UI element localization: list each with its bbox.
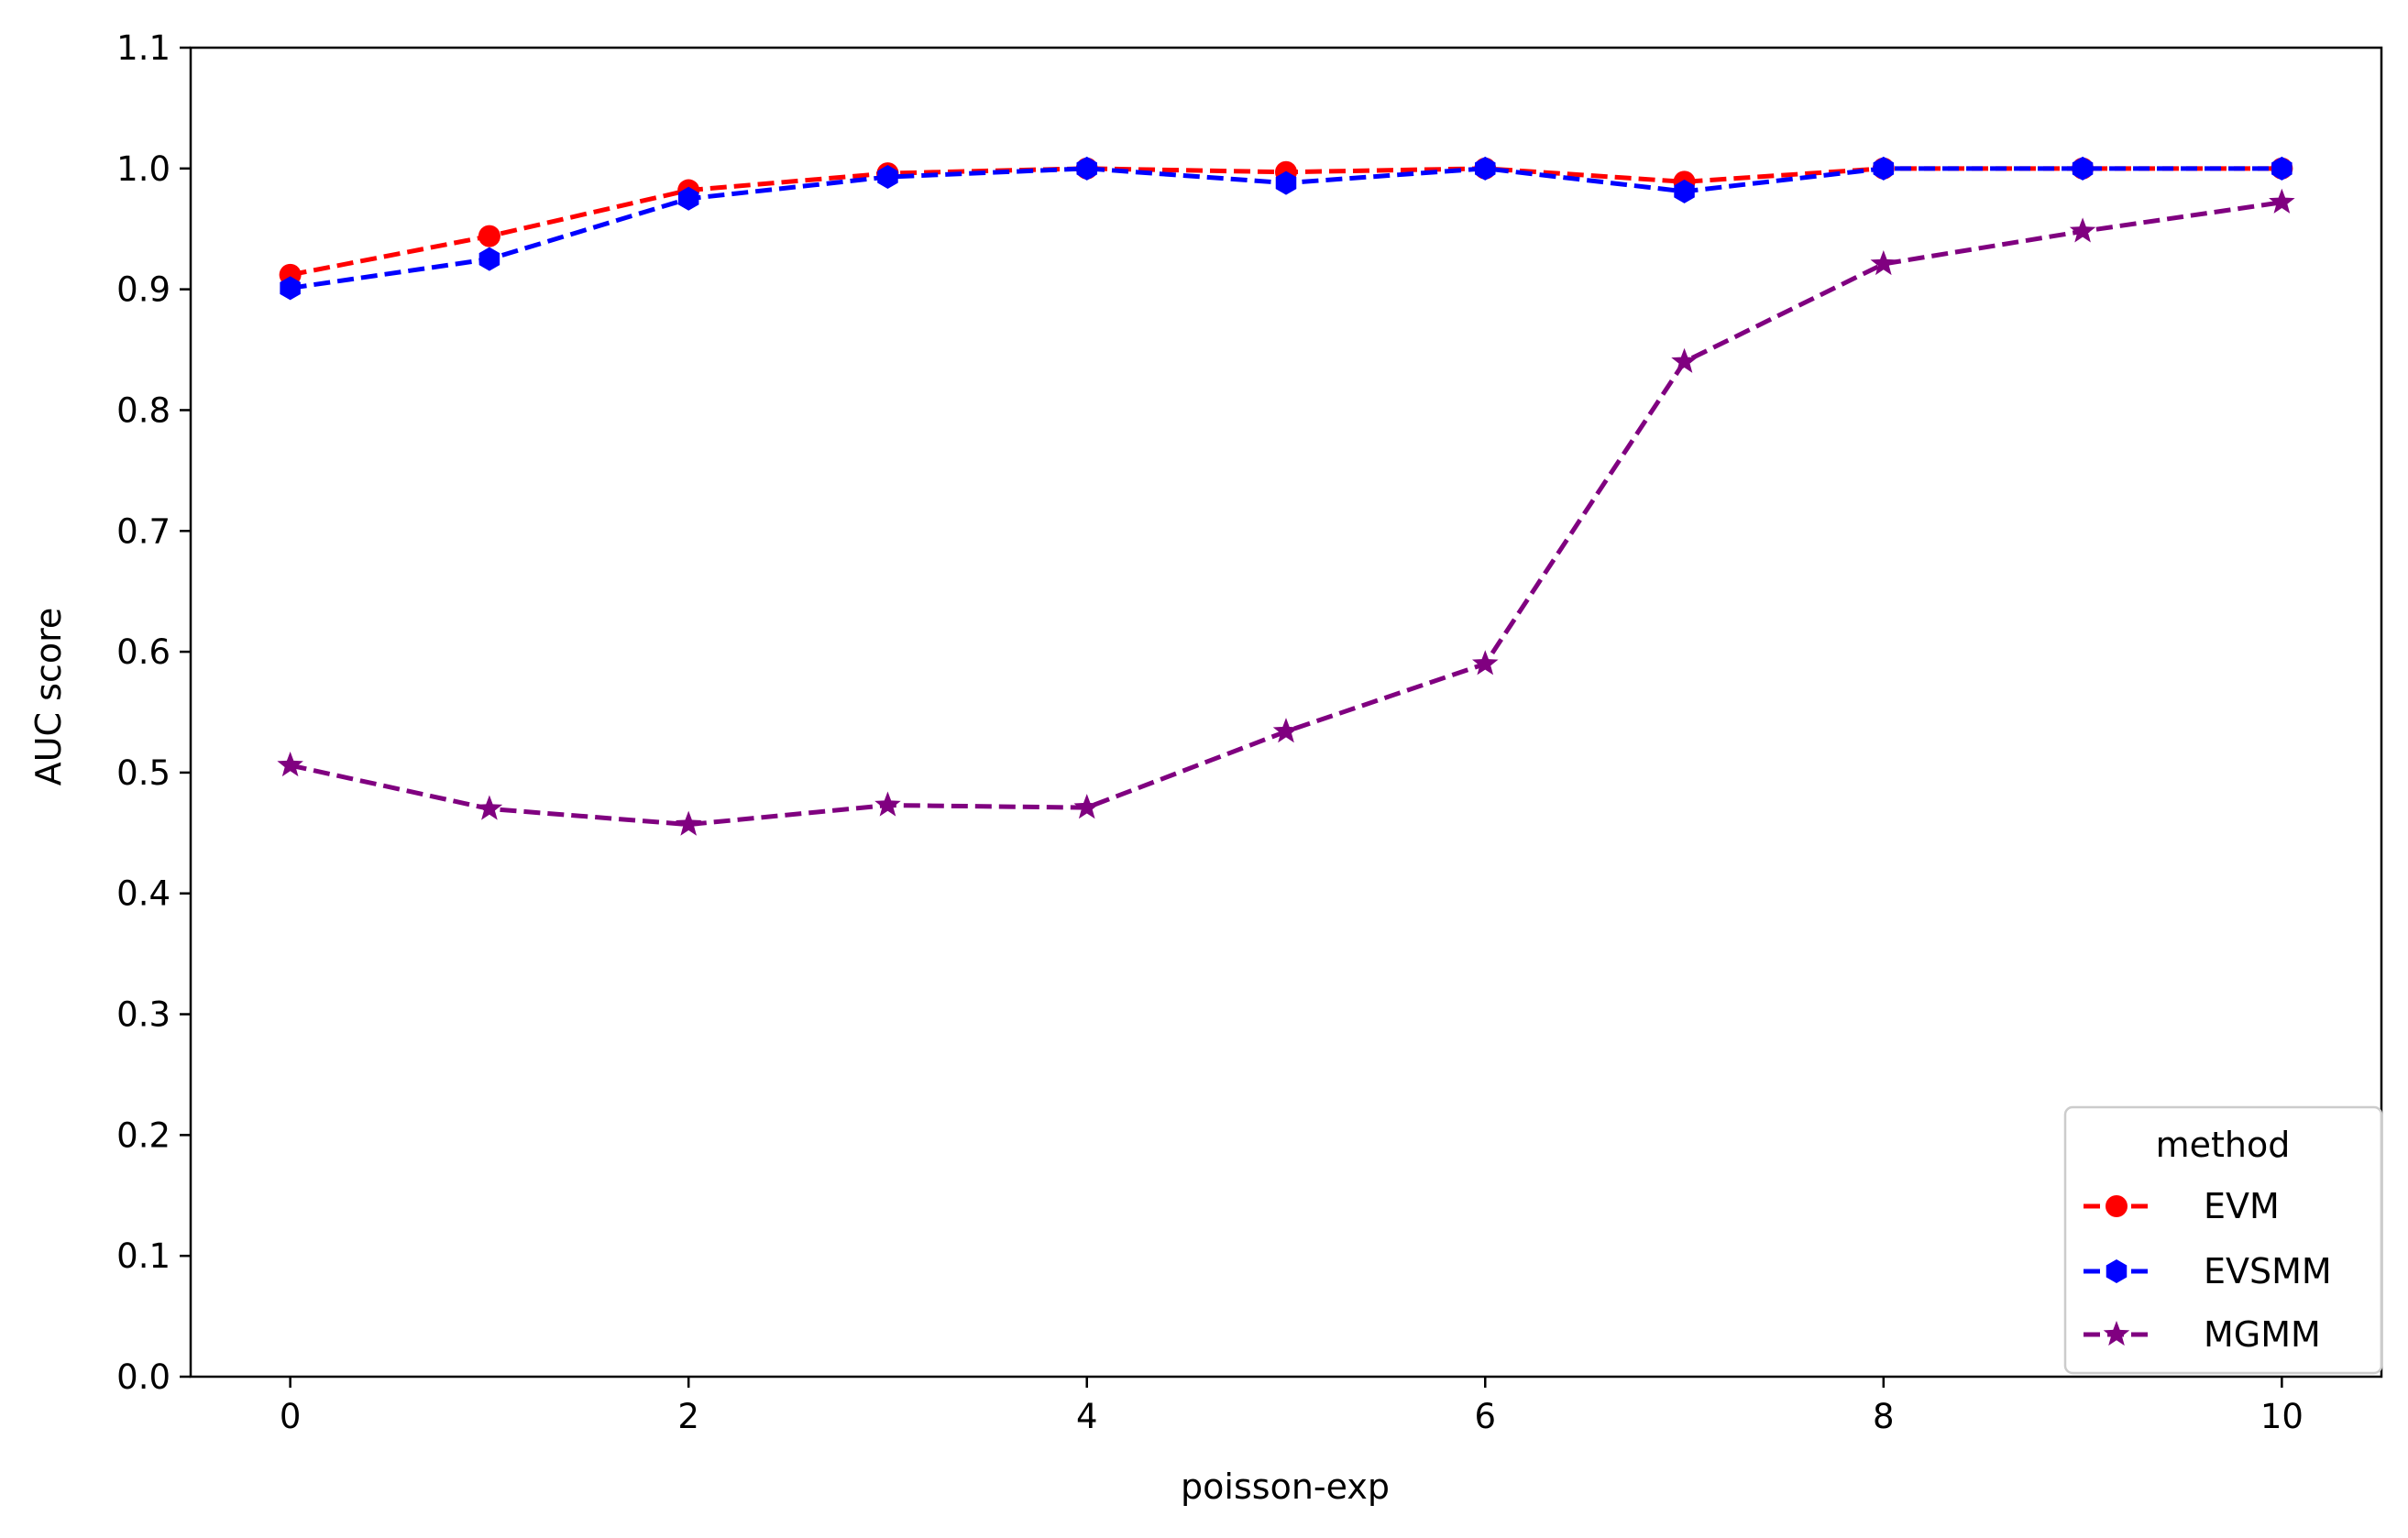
legend-marker xyxy=(2103,1321,2130,1346)
legend-item-evm: EVM xyxy=(2084,1186,2280,1226)
data-point xyxy=(1671,347,1698,373)
data-point xyxy=(874,791,901,817)
data-point xyxy=(1475,156,1496,181)
data-point xyxy=(1275,170,1297,195)
data-point xyxy=(1870,249,1897,276)
y-tick-label: 0.8 xyxy=(116,390,170,430)
legend-title: method xyxy=(2156,1125,2291,1165)
x-tick-label: 2 xyxy=(677,1397,699,1436)
data-point xyxy=(2072,156,2094,181)
data-point xyxy=(277,752,303,777)
data-point xyxy=(2271,156,2293,181)
y-tick-label: 0.3 xyxy=(116,995,170,1035)
legend-label: EVSMM xyxy=(2204,1251,2332,1291)
y-tick-label: 0.2 xyxy=(116,1115,170,1155)
y-tick-label: 0.1 xyxy=(116,1236,170,1276)
x-axis-title: poisson-exp xyxy=(1181,1467,1390,1507)
data-point xyxy=(1272,718,1300,743)
legend-item-mgmm: MGMM xyxy=(2084,1314,2321,1355)
y-tick-label: 1.1 xyxy=(116,28,170,68)
legend-item-evsmm: EVSMM xyxy=(2084,1251,2332,1291)
legend-label: MGMM xyxy=(2204,1314,2321,1355)
data-point xyxy=(1073,794,1100,819)
plot-area xyxy=(189,46,2383,1379)
x-tick-label: 10 xyxy=(2260,1397,2304,1436)
y-tick-label: 0.6 xyxy=(116,632,170,672)
data-point xyxy=(2069,217,2096,243)
y-tick-label: 0.4 xyxy=(116,874,170,914)
axes-frame xyxy=(189,46,2383,1379)
x-tick-label: 0 xyxy=(280,1397,302,1436)
x-axis: 0 2 4 6 8 10 xyxy=(280,1377,2304,1436)
y-tick-label: 0.7 xyxy=(116,511,170,551)
data-point xyxy=(1076,156,1097,181)
x-tick-label: 6 xyxy=(1474,1397,1496,1436)
data-point xyxy=(476,795,503,820)
data-point xyxy=(478,247,500,271)
legend-box xyxy=(2063,1105,2383,1375)
legend-entries: EVM EVSMM MGMM xyxy=(2084,1186,2332,1355)
series-layer xyxy=(277,156,2295,836)
data-point xyxy=(2269,188,2295,214)
data-point xyxy=(280,276,301,301)
series-mgmm xyxy=(277,188,2295,836)
y-tick-label: 0.0 xyxy=(116,1357,170,1397)
data-point xyxy=(1873,156,1895,181)
data-point xyxy=(478,225,500,247)
y-tick-label: 1.0 xyxy=(116,149,170,189)
data-point xyxy=(1674,179,1695,203)
data-point xyxy=(1472,650,1499,676)
legend-marker xyxy=(2106,1259,2128,1283)
series-evsmm xyxy=(280,156,2293,301)
data-point xyxy=(877,165,898,190)
data-point xyxy=(677,186,699,211)
y-tick-label: 0.9 xyxy=(116,270,170,310)
x-tick-label: 8 xyxy=(1873,1397,1895,1436)
y-axis: 0.0 0.1 0.2 0.3 0.4 0.5 0.6 0.7 0.8 0.9 1.0 1.1 xyxy=(116,28,191,1397)
legend-label: EVM xyxy=(2204,1186,2280,1226)
y-tick-label: 0.5 xyxy=(116,753,170,793)
legend-marker xyxy=(2106,1195,2128,1217)
data-point xyxy=(675,810,702,836)
y-axis-title: AUC score xyxy=(28,608,69,786)
x-tick-label: 4 xyxy=(1076,1397,1098,1436)
legend: method EVM EVSMM MGMM xyxy=(2063,1105,2383,1375)
